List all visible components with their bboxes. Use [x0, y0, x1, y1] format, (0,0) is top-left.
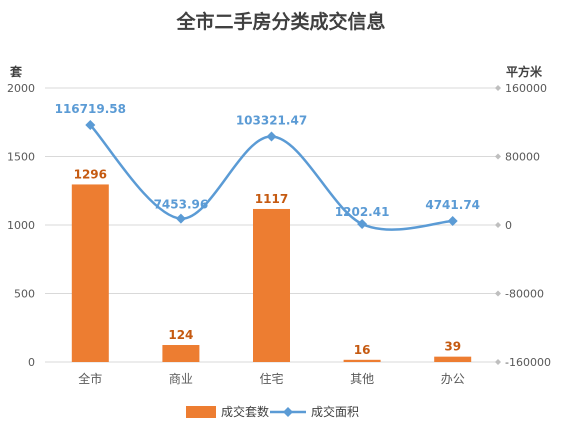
bar-data-label: 1296 — [74, 167, 107, 181]
right-tick-label: -80000 — [505, 288, 544, 301]
line-data-label: 103321.47 — [236, 114, 307, 128]
right-tick-label: 0 — [505, 219, 512, 232]
bar-data-label: 16 — [354, 343, 371, 357]
legend-swatch-marker — [283, 407, 293, 417]
right-axis-unit: 平方米 — [506, 64, 543, 79]
left-tick-label: 1000 — [7, 219, 35, 232]
line-data-label: 116719.58 — [55, 102, 126, 116]
category-label: 商业 — [169, 371, 193, 386]
legend-label-bars: 成交套数 — [221, 404, 269, 419]
line-data-label: 7453.96 — [154, 198, 209, 212]
category-label: 住宅 — [259, 371, 283, 386]
line-data-label: 1202.41 — [335, 205, 390, 219]
bar — [343, 359, 381, 362]
line-data-label: 4741.74 — [425, 198, 480, 212]
line-point — [175, 213, 186, 224]
line-point — [85, 120, 96, 131]
category-label: 全市 — [78, 371, 102, 386]
right-tick-marker — [495, 85, 501, 91]
line-point — [357, 218, 368, 229]
bar-data-label: 39 — [444, 340, 461, 354]
right-tick-label: -160000 — [505, 356, 551, 369]
category-label: 办公 — [441, 371, 465, 386]
left-axis-unit: 套 — [9, 64, 23, 79]
legend-swatch-bars — [186, 406, 216, 418]
left-tick-label: 0 — [28, 356, 35, 369]
right-tick-marker — [495, 222, 501, 228]
bar-data-label: 1117 — [255, 192, 288, 206]
line-point — [266, 131, 277, 142]
right-tick-marker — [495, 153, 501, 160]
left-tick-label: 2000 — [7, 82, 35, 95]
bar — [162, 345, 200, 362]
left-tick-label: 1500 — [7, 151, 35, 164]
category-label: 其他 — [350, 372, 374, 386]
left-tick-label: 500 — [14, 288, 35, 301]
right-tick-label: 80000 — [505, 151, 540, 164]
right-tick-marker — [495, 290, 501, 297]
bar — [434, 356, 472, 362]
bar-data-label: 124 — [168, 328, 193, 342]
right-tick-label: 160000 — [505, 82, 547, 95]
line-point — [447, 215, 458, 226]
right-tick-marker — [495, 359, 501, 365]
legend-label-line: 成交面积 — [311, 404, 359, 419]
chart-title: 全市二手房分类成交信息 — [175, 10, 385, 33]
bar — [253, 208, 290, 362]
bar — [71, 184, 109, 362]
